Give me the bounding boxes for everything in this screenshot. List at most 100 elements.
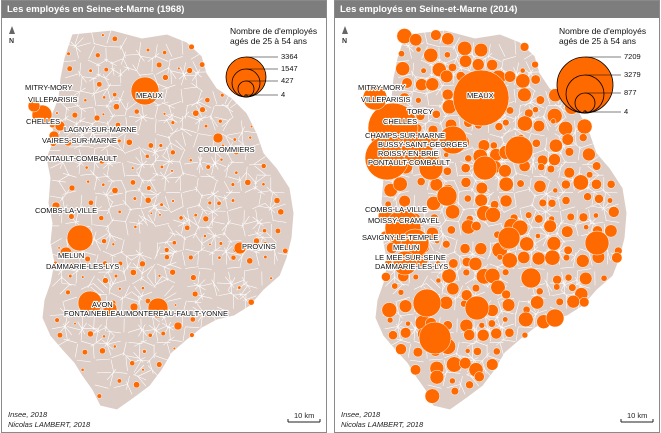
commune-border [586,156,599,165]
commune-border [557,160,567,172]
commune-circle [159,202,164,207]
commune-border [469,359,484,362]
commune-border [110,292,123,300]
city-label: BUSSY-SAINT-GEORGES [378,140,467,149]
commune-border [109,144,123,151]
commune-circle [398,92,411,105]
commune-border [396,296,410,302]
commune-circle [87,199,94,206]
commune-circle [468,256,483,271]
commune-border [471,253,485,259]
commune-border [147,214,156,227]
commune-circle [218,119,223,124]
commune-border [394,195,398,210]
commune-border [244,220,259,225]
commune-border [227,252,242,256]
commune-circle [584,230,610,256]
commune-circle [156,361,163,368]
commune-border [498,161,513,163]
commune-border [59,100,70,111]
commune-border [216,306,230,313]
commune-border [208,246,221,256]
city-label: MELUN [393,243,419,252]
commune-border [216,282,231,284]
commune-border [94,254,99,269]
commune-border [74,31,80,45]
commune-circle [530,74,541,85]
commune-border [239,252,244,267]
commune-border [140,163,155,165]
commune-border [133,285,143,298]
commune-border [221,133,234,141]
commune-border [94,237,101,251]
commune-border [227,289,239,300]
commune-circle [189,316,196,323]
legend-title-line2: agés de 25 à 54 ans [559,36,637,46]
commune-border [561,144,576,147]
commune-circle [178,215,184,221]
commune-border [106,194,111,208]
commune-circle [473,42,489,58]
commune-border [440,84,455,87]
commune-border [207,190,219,200]
commune-border [173,219,187,225]
commune-border [106,148,110,163]
commune-circle [188,43,195,50]
commune-circle [544,249,561,266]
commune-circle [446,282,460,296]
commune-border [221,103,234,113]
commune-circle [147,142,154,149]
commune-border [398,89,413,93]
commune-border [79,62,82,77]
city-label: CHELLES [383,117,417,126]
commune-border [198,295,213,299]
commune-border [473,340,488,346]
commune-circle [490,279,506,295]
commune-border [200,313,203,328]
commune-circle [594,194,604,204]
commune-border [193,133,199,148]
commune-circle [464,154,473,163]
commune-border [599,186,611,197]
commune-circle [101,112,105,116]
commune-border [180,192,184,207]
commune-border [90,30,95,45]
commune-border [408,44,413,59]
commune-border [230,280,233,295]
commune-border [122,267,127,282]
legend-value: 877 [624,88,637,97]
commune-border [74,343,78,358]
commune-border [108,278,117,291]
commune-circle [463,194,472,203]
commune-border [199,149,214,155]
commune-border [440,208,446,222]
commune-border [272,220,287,223]
commune-border [380,268,395,272]
commune-circle [77,290,103,316]
commune-circle [68,213,75,220]
legend-title-line1: Nombre de d'employés [230,26,318,36]
commune-border [107,89,112,103]
city-label: PROVINS [242,242,276,251]
commune-border [93,316,95,331]
commune-border [168,113,182,120]
commune-border [443,359,448,374]
commune-border [165,118,174,131]
commune-border [465,276,478,285]
commune-border [163,267,169,281]
legend-circles [225,56,278,98]
city-label: MEAUX [467,91,494,100]
commune-border [155,82,169,89]
commune-border [226,105,234,119]
commune-border [182,188,197,193]
commune-border [428,88,442,94]
commune-circle [160,331,166,337]
svg-text:N: N [342,38,347,45]
commune-circle [230,198,236,203]
city-label: DAMMARIE-LES-LYS [375,262,448,271]
commune-border [458,221,462,236]
commune-border [76,157,87,168]
commune-border [277,252,292,257]
commune-border [224,91,231,105]
commune-border [155,222,170,227]
